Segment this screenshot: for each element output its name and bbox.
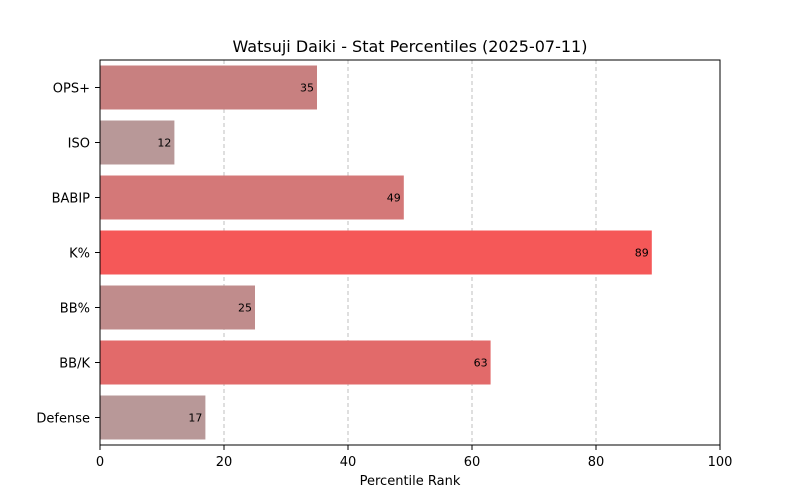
y-tick-label-bb: BB% xyxy=(60,302,90,317)
bar-bb-k xyxy=(100,340,491,385)
bar-value-babip: 49 xyxy=(387,192,401,205)
bar-value-defense: 17 xyxy=(188,412,202,425)
x-tick-label-80: 80 xyxy=(588,455,605,470)
y-tick-label-iso: ISO xyxy=(68,137,90,152)
bar-value-bb-k: 63 xyxy=(474,357,488,370)
bar-defense xyxy=(100,395,206,440)
bar-ops xyxy=(100,65,317,110)
chart-title: Watsuji Daiki - Stat Percentiles (2025-0… xyxy=(233,37,588,56)
bar-value-bb: 25 xyxy=(238,302,252,315)
y-axis: OPS+ ISO BABIP K% BB% BB/K Defense xyxy=(36,82,100,427)
x-tick-label-100: 100 xyxy=(708,455,733,470)
bars: 35 12 49 89 25 63 17 xyxy=(100,65,652,440)
bar-k xyxy=(100,230,652,275)
y-tick-label-ops: OPS+ xyxy=(53,82,90,97)
bar-value-iso: 12 xyxy=(157,137,171,150)
y-tick-label-defense: Defense xyxy=(36,412,90,427)
x-tick-label-60: 60 xyxy=(464,455,481,470)
x-axis: 0 20 40 60 80 100 xyxy=(96,445,733,470)
bar-iso xyxy=(100,120,175,165)
bar-bb xyxy=(100,285,255,330)
bar-babip xyxy=(100,175,404,220)
x-tick-label-40: 40 xyxy=(340,455,357,470)
x-tick-label-20: 20 xyxy=(216,455,233,470)
bar-value-ops: 35 xyxy=(300,82,314,95)
bar-value-k: 89 xyxy=(635,247,649,260)
y-tick-label-babip: BABIP xyxy=(52,192,91,207)
x-axis-label: Percentile Rank xyxy=(360,474,461,489)
y-tick-label-bb-k: BB/K xyxy=(59,357,90,372)
y-tick-label-k: K% xyxy=(69,247,90,262)
x-tick-label-0: 0 xyxy=(96,455,104,470)
